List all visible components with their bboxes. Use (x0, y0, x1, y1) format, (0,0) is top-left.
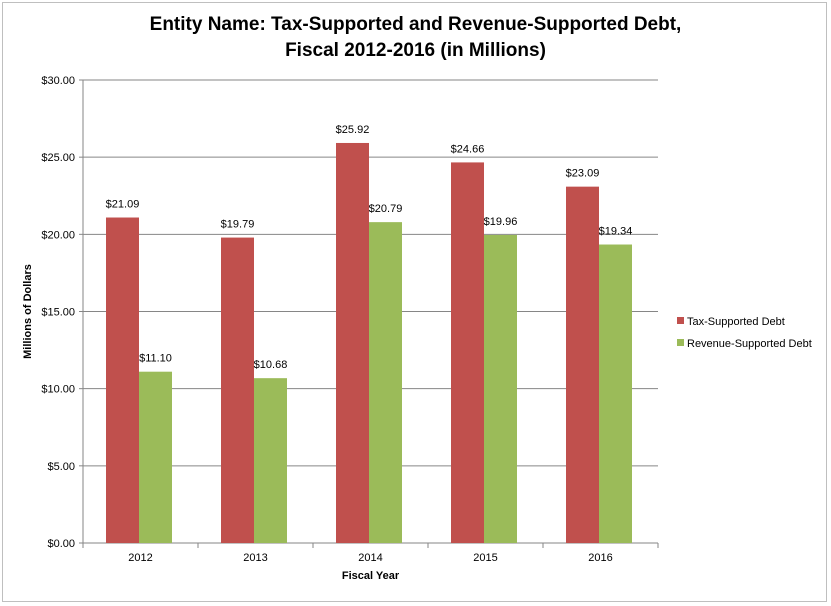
bar-tax-supported-2015 (451, 162, 484, 543)
bar-tax-supported-2012 (106, 217, 139, 544)
legend-swatch (677, 317, 684, 324)
y-tick-label: $15.00 (41, 307, 75, 319)
bar-revenue-supported-2016 (599, 244, 632, 543)
y-tick-label: $5.00 (47, 461, 75, 473)
bar-tax-supported-2013 (221, 237, 254, 543)
x-tick-label: 2014 (358, 552, 382, 564)
y-tick-label: $30.00 (41, 75, 75, 87)
chart-title-line-2: Fiscal 2012-2016 (in Millions) (285, 40, 546, 61)
chart-title-line-1: Entity Name: Tax-Supported and Revenue-S… (149, 14, 682, 35)
y-tick-label: $25.00 (41, 152, 75, 164)
y-tick-label: $20.00 (41, 229, 75, 241)
data-label: $19.34 (599, 226, 633, 238)
bar-revenue-supported-2013 (254, 378, 287, 543)
bar-revenue-supported-2015 (484, 234, 517, 543)
bar-tax-supported-2014 (336, 142, 369, 543)
bar-revenue-supported-2012 (139, 371, 172, 543)
x-tick-labels: 2012 2013 2014 2015 2016 (128, 552, 612, 564)
legend-label: Tax-Supported Debt (687, 316, 785, 328)
bar-revenue-supported-2014 (369, 222, 402, 544)
data-label: $10.68 (254, 359, 288, 371)
data-label: $19.79 (221, 219, 255, 231)
data-label: $25.92 (336, 124, 370, 136)
x-tick-label: 2016 (588, 552, 612, 564)
data-label: $21.09 (106, 199, 140, 211)
data-labels: $21.09 $11.10 $19.79 $10.68 $25.92 $20.79 $24.… (106, 124, 633, 371)
x-tick-label: 2013 (243, 552, 267, 564)
y-axis-title: Millions of Dollars (22, 264, 34, 359)
x-axis-title: Fiscal Year (342, 570, 400, 582)
bars (106, 142, 632, 544)
data-label: $19.96 (484, 216, 518, 228)
y-tick-label: $10.00 (41, 384, 75, 396)
bar-tax-supported-2016 (566, 186, 599, 543)
legend-label: Revenue-Supported Debt (687, 338, 812, 350)
data-label: $20.79 (369, 203, 403, 215)
y-tick-label: $0.00 (47, 538, 75, 550)
chart-title: Entity Name: Tax-Supported and Revenue-S… (0, 12, 831, 64)
data-label: $23.09 (566, 168, 600, 180)
data-label: $24.66 (451, 143, 485, 155)
data-label: $11.10 (139, 353, 172, 365)
legend: Tax-Supported Debt Revenue-Supported Debt (677, 316, 812, 350)
x-tick-label: 2015 (473, 552, 497, 564)
legend-swatch (677, 339, 684, 346)
x-tick-label: 2012 (128, 552, 152, 564)
y-tick-labels: $0.00 $5.00 $10.00 $15.00 $20.00 $25.00 $30.00 (41, 75, 75, 550)
